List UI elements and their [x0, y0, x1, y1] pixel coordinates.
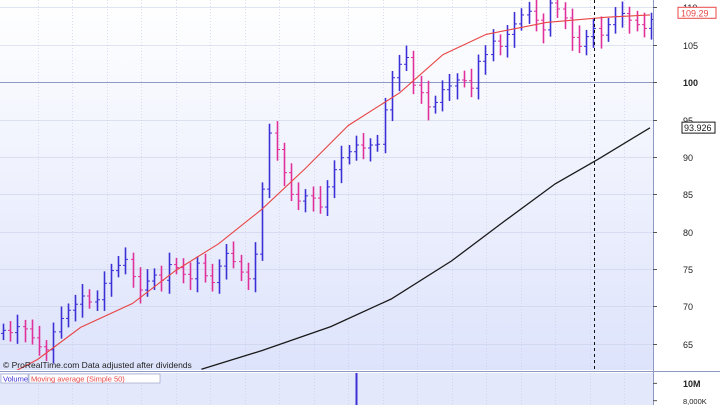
price-bars [1, 0, 653, 364]
ma-legend-box [28, 373, 161, 384]
y-tick-label: 100 [683, 78, 698, 88]
price-axis: 65707580859095100105110109.2993.92610M8,… [653, 3, 717, 406]
ma-long-line [201, 127, 651, 370]
ma-long-value-box [681, 121, 716, 134]
y-tick-label: 105 [683, 41, 698, 51]
y-tick-label: 90 [683, 153, 693, 163]
last-price-label: 109.29 [681, 8, 709, 18]
grid [0, 0, 653, 405]
y-tick-label: 75 [683, 265, 693, 275]
moving-averages [16, 14, 651, 370]
y-tick-label: 95 [683, 116, 693, 126]
y-tick-label: 85 [683, 190, 693, 200]
volume-legend-box [0, 373, 29, 384]
volume-bars [355, 373, 358, 405]
y-tick-label: 70 [683, 302, 693, 312]
watermark-text: © ProRealTime.com Data adjusted after di… [3, 360, 192, 370]
last-price-box [677, 6, 717, 19]
price-panel-background [0, 0, 653, 370]
volume-bar [355, 373, 358, 405]
y-tick-label: 80 [683, 228, 693, 238]
y-tick-label: 65 [683, 340, 693, 350]
ma-long-value-label: 93.926 [684, 123, 712, 133]
volume-legend-label: Volume [3, 375, 28, 384]
ma-short-line [16, 14, 651, 370]
volume-tick-label: 8,000K [683, 397, 707, 405]
price-axis-background [653, 0, 720, 405]
ma-legend-label: Moving average (Simple 50) [31, 375, 125, 384]
volume-tick-label: 10M [683, 379, 701, 389]
